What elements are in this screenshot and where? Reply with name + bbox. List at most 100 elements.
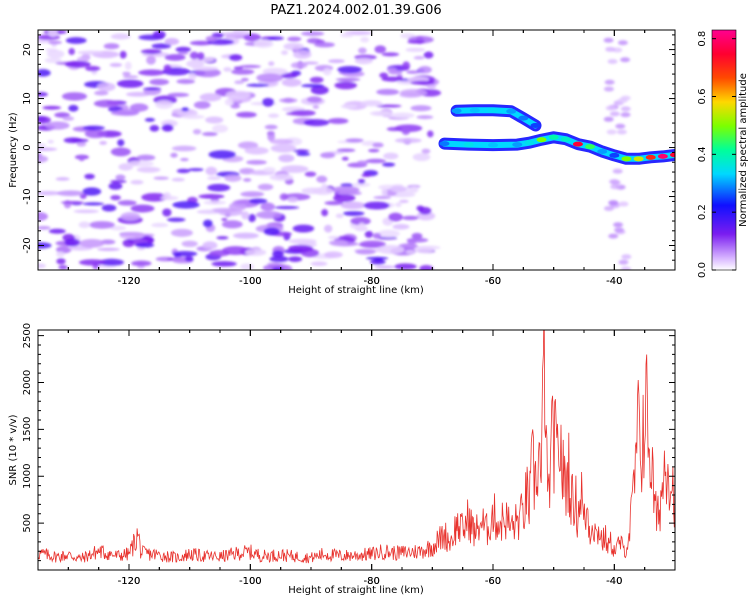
- noise-blob: [340, 33, 354, 38]
- noise-blob: [38, 69, 51, 77]
- noise-blob: [211, 261, 237, 267]
- noise-blob: [117, 139, 125, 147]
- noise-blob: [152, 30, 166, 39]
- noise-blob: [93, 99, 120, 108]
- noise-blob: [324, 200, 344, 206]
- snr-y-ticks: -120 -100 -80 -60 -40 500 1000 1500 2000 2500: [22, 323, 676, 587]
- noise-blob: [603, 37, 614, 43]
- noise-blob: [131, 260, 152, 267]
- noise-blob: [197, 52, 205, 61]
- ridge-point: [524, 140, 535, 146]
- noise-blob: [383, 152, 399, 160]
- noise-blob: [281, 78, 302, 87]
- noise-blob: [233, 66, 243, 70]
- noise-blob: [603, 205, 614, 211]
- noise-blob: [603, 116, 614, 122]
- noise-blob: [262, 67, 288, 76]
- noise-blob: [241, 211, 250, 220]
- noise-blob: [228, 202, 247, 212]
- noise-blob: [381, 188, 388, 197]
- noise-blob: [300, 83, 325, 88]
- x-tick-label: -40: [606, 576, 622, 587]
- x-tick-label: -120: [118, 576, 141, 587]
- noise-blob: [377, 245, 405, 254]
- noise-blob: [101, 204, 117, 212]
- y-tick-label: 0: [22, 144, 33, 150]
- noise-blob: [181, 240, 198, 248]
- noise-blob: [149, 78, 170, 86]
- noise-blob: [129, 103, 149, 112]
- noise-blob: [293, 50, 312, 59]
- noise-blob: [73, 209, 99, 214]
- noise-blob: [271, 267, 284, 270]
- noise-blob: [360, 36, 370, 43]
- noise-blob: [287, 36, 302, 42]
- noise-blob: [38, 143, 47, 147]
- spectrogram-x-axis-label: Height of straight line (km): [288, 285, 424, 296]
- noise-blob: [201, 132, 218, 137]
- colorbar-label: Normalized spectral amplitude: [738, 73, 749, 227]
- noise-blob: [201, 209, 215, 214]
- noise-blob: [621, 254, 632, 260]
- ridge-point: [585, 144, 596, 150]
- ridge-point: [488, 142, 498, 148]
- noise-blob: [202, 219, 213, 228]
- noise-blob: [192, 128, 202, 135]
- noise-blob: [263, 227, 280, 236]
- noise-blob: [85, 65, 101, 72]
- noise-blob: [312, 105, 320, 109]
- noise-blob: [376, 88, 400, 96]
- noise-blob: [77, 50, 104, 55]
- noise-blob: [172, 201, 200, 209]
- x-tick-label: -100: [239, 276, 262, 287]
- noise-blob: [188, 72, 197, 81]
- noise-blob: [38, 92, 48, 97]
- noise-blob: [170, 152, 178, 158]
- noise-blob: [138, 69, 166, 76]
- noise-blob: [323, 68, 332, 76]
- figure-title: PAZ1.2024.002.01.39.G06: [270, 3, 441, 18]
- noise-blob: [608, 233, 619, 239]
- noise-blob: [314, 42, 335, 48]
- noise-blob: [395, 202, 402, 208]
- noise-blob: [149, 124, 160, 132]
- noise-blob: [605, 46, 616, 52]
- ridge-point: [645, 154, 656, 160]
- noise-blob: [61, 92, 88, 101]
- y-tick-label: 1500: [22, 417, 33, 442]
- noise-blob: [68, 48, 75, 55]
- y-tick-label: 2500: [22, 323, 33, 348]
- colorbar-tick-label: 0.0: [697, 262, 708, 278]
- noise-blob: [146, 55, 156, 65]
- noise-blob: [125, 91, 150, 97]
- noise-blob: [175, 46, 191, 53]
- noise-blob: [142, 87, 162, 91]
- noise-blob: [280, 72, 298, 79]
- noise-blob: [140, 49, 162, 55]
- noise-blob: [64, 238, 81, 247]
- ridge-point: [469, 107, 480, 113]
- noise-blob: [109, 62, 123, 67]
- noise-blob: [614, 227, 625, 233]
- noise-blob: [38, 116, 51, 124]
- noise-blob: [405, 47, 426, 53]
- noise-blob: [255, 210, 282, 219]
- x-tick-label: -40: [606, 276, 622, 287]
- noise-blob: [340, 104, 358, 109]
- noise-blob: [399, 89, 428, 97]
- x-tick-label: -40: [606, 576, 622, 587]
- noise-blob: [374, 265, 396, 269]
- noise-blob: [216, 236, 229, 240]
- noise-blob: [316, 175, 328, 183]
- noise-blob: [616, 129, 627, 135]
- noise-blob: [388, 212, 403, 222]
- noise-blob: [98, 258, 125, 266]
- noise-blob: [612, 168, 623, 174]
- noise-blob: [620, 95, 631, 101]
- noise-blob: [38, 263, 46, 269]
- noise-blob: [381, 52, 400, 57]
- noise-blob: [56, 190, 84, 197]
- noise-blob: [54, 112, 70, 118]
- noise-blob: [336, 148, 356, 153]
